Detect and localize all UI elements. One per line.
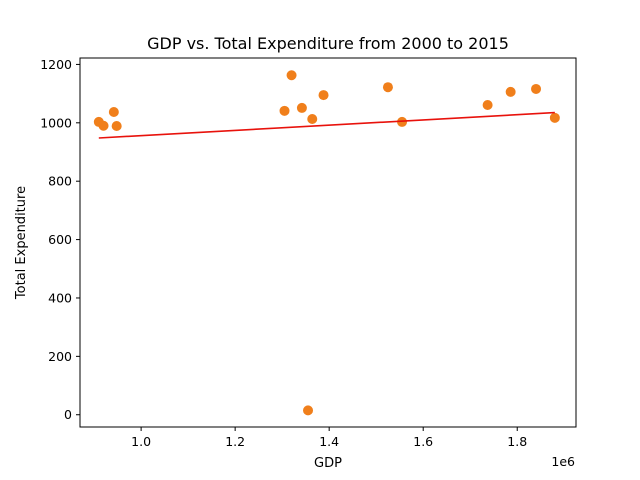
data-marks (93, 70, 560, 416)
data-point-14 (505, 86, 516, 97)
y-tick-label: 200 (48, 349, 72, 364)
data-point-16 (549, 112, 560, 123)
data-point-6 (286, 70, 297, 81)
data-point-5 (279, 105, 290, 116)
data-point-15 (531, 83, 542, 94)
y-tick-label: 1200 (40, 57, 72, 72)
data-point-3 (108, 107, 119, 118)
x-axis-label: GDP (314, 456, 342, 471)
data-point-2 (98, 120, 109, 131)
x-tick-label: 1.0 (131, 434, 151, 449)
y-tick-label: 1000 (40, 115, 72, 130)
x-axis-ticks: 1.0 1.2 1.4 1.6 1.8 (131, 427, 527, 449)
y-tick-label: 600 (48, 232, 72, 247)
data-point-11 (382, 82, 393, 93)
y-axis-ticks: 0 200 400 600 800 1000 1200 (40, 57, 80, 422)
data-point-12 (397, 116, 408, 127)
axes-frame (79, 57, 577, 428)
data-point-13 (482, 100, 493, 111)
plot-area (79, 57, 577, 428)
data-point-10 (318, 90, 329, 101)
x-tick-label: 1.2 (225, 434, 245, 449)
y-tick-label: 800 (48, 174, 72, 189)
data-point-4 (111, 121, 122, 132)
x-axis-offset-label: 1e6 (551, 454, 575, 469)
data-point-8 (303, 405, 314, 416)
x-tick-label: 1.6 (413, 434, 433, 449)
trend-line (98, 111, 555, 139)
x-tick-label: 1.8 (507, 434, 527, 449)
x-tick-label: 1.4 (319, 434, 339, 449)
chart-title: GDP vs. Total Expenditure from 2000 to 2… (147, 34, 509, 53)
data-point-9 (307, 114, 318, 125)
data-point-7 (296, 102, 307, 113)
y-axis-label: Total Expenditure (14, 186, 29, 300)
y-tick-label: 400 (48, 290, 72, 305)
y-tick-label: 0 (64, 407, 72, 422)
